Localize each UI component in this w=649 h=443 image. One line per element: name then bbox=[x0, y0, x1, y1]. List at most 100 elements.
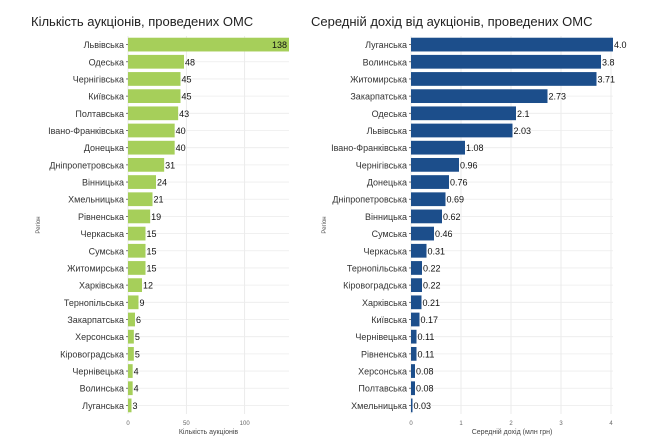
value-label-херсонська: 0.08 bbox=[416, 367, 434, 377]
y-tick-label-рівненська: Рівненська bbox=[361, 349, 407, 359]
value-label-луганська: 3 bbox=[133, 401, 138, 411]
y-tick-label-харківська: Харківська bbox=[362, 298, 407, 308]
bar-житомирська bbox=[128, 261, 146, 275]
value-label-тернопільська: 0.22 bbox=[423, 263, 441, 273]
y-tick-label-київська: Київська bbox=[371, 315, 407, 325]
bar-рівненська bbox=[411, 346, 417, 361]
y-axis-label: Регіон bbox=[322, 216, 328, 233]
value-label-сумська: 15 bbox=[147, 246, 157, 256]
bar-кіровоградська bbox=[411, 278, 422, 293]
bar-луганська bbox=[128, 398, 132, 413]
bar-вінницька bbox=[128, 175, 156, 189]
value-label-черкаська: 0.31 bbox=[428, 246, 446, 256]
value-label-чернівецька: 4 bbox=[134, 367, 139, 377]
y-tick-label-полтавська: Полтавська bbox=[358, 384, 407, 394]
value-label-полтавська: 43 bbox=[179, 109, 189, 119]
y-tick-label-донецька: Донецька bbox=[84, 143, 124, 153]
x-tick-label: 1 bbox=[459, 421, 463, 427]
value-label-львівська: 138 bbox=[272, 40, 287, 50]
value-label-харківська: 12 bbox=[143, 281, 153, 291]
bar-херсонська bbox=[128, 329, 134, 344]
bar-житомирська bbox=[411, 72, 597, 86]
x-tick-label: 100 bbox=[240, 421, 251, 427]
y-tick-label-житомирська: Житомирська bbox=[350, 74, 407, 84]
value-label-луганська: 4.0 bbox=[614, 40, 627, 50]
bar-кіровоградська bbox=[128, 346, 134, 361]
bar-львівська bbox=[411, 123, 513, 138]
y-tick-label-волинська: Волинська bbox=[80, 384, 124, 394]
bar-чернігівська bbox=[128, 72, 181, 86]
value-label-дніпропетровська: 0.69 bbox=[447, 195, 465, 205]
value-label-сумська: 0.46 bbox=[435, 229, 453, 239]
value-label-херсонська: 5 bbox=[135, 332, 140, 342]
value-label-полтавська: 0.08 bbox=[416, 384, 434, 394]
value-label-чернігівська: 0.96 bbox=[460, 160, 478, 170]
bar-вінницька bbox=[411, 209, 442, 224]
value-label-кіровоградська: 0.22 bbox=[423, 281, 441, 291]
bar-волинська bbox=[411, 54, 601, 69]
y-tick-label-тернопільська: Тернопільська bbox=[347, 263, 407, 273]
x-tick-label: 4 bbox=[609, 421, 613, 427]
left-chart-title: Кількість аукціонів, проведених ОМС bbox=[31, 14, 254, 29]
value-label-дніпропетровська: 31 bbox=[165, 160, 175, 170]
value-label-вінницька: 24 bbox=[157, 178, 167, 188]
bar-чернігівська bbox=[411, 157, 459, 172]
x-tick-label: 2 bbox=[509, 421, 513, 427]
value-label-харківська: 0.21 bbox=[423, 298, 441, 308]
bar-дніпропетровська bbox=[411, 192, 446, 207]
y-tick-label-херсонська: Херсонська bbox=[358, 367, 407, 377]
value-label-черкаська: 15 bbox=[147, 229, 157, 239]
value-label-одеська: 48 bbox=[185, 57, 195, 67]
value-label-івано-франківська: 1.08 bbox=[466, 143, 484, 153]
value-label-донецька: 40 bbox=[176, 143, 186, 153]
bar-харківська bbox=[128, 278, 142, 293]
bar-донецька bbox=[411, 175, 449, 189]
y-tick-label-херсонська: Херсонська bbox=[75, 332, 124, 342]
y-tick-label-чернігівська: Чернігівська bbox=[356, 160, 407, 170]
bar-чернівецька bbox=[411, 329, 417, 344]
value-label-хмельницька: 0.03 bbox=[414, 401, 432, 411]
y-tick-label-львівська: Львівська bbox=[367, 126, 407, 136]
y-tick-label-дніпропетровська: Дніпропетровська bbox=[49, 160, 124, 170]
value-label-закарпатська: 2.73 bbox=[549, 92, 567, 102]
y-tick-label-івано-франківська: Івано-Франківська bbox=[48, 126, 124, 136]
value-label-рівненська: 0.11 bbox=[418, 349, 435, 359]
bar-одеська bbox=[411, 106, 516, 121]
y-tick-label-житомирська: Житомирська bbox=[67, 263, 124, 273]
y-tick-label-сумська: Сумська bbox=[89, 246, 124, 256]
right-bar-chart: Луганська 4.0 Волинська 3.8 Житомирська 3.71 З… bbox=[322, 36, 627, 436]
y-tick-label-тернопільська: Тернопільська bbox=[64, 298, 124, 308]
y-tick-label-чернівецька: Чернівецька bbox=[72, 367, 124, 377]
bar-волинська bbox=[128, 381, 133, 396]
y-tick-label-закарпатська: Закарпатська bbox=[67, 315, 124, 325]
bar-херсонська bbox=[411, 364, 415, 378]
y-tick-label-одеська: Одеська bbox=[89, 57, 124, 67]
value-label-івано-франківська: 40 bbox=[176, 126, 186, 136]
value-label-львівська: 2.03 bbox=[514, 126, 532, 136]
bar-дніпропетровська bbox=[128, 157, 165, 172]
y-tick-label-одеська: Одеська bbox=[372, 109, 407, 119]
bar-харківська bbox=[411, 295, 422, 310]
x-tick-label: 3 bbox=[559, 421, 563, 427]
y-tick-label-луганська: Луганська bbox=[365, 40, 407, 50]
y-tick-label-дніпропетровська: Дніпропетровська bbox=[332, 195, 407, 205]
bar-тернопільська bbox=[411, 261, 422, 275]
bar-полтавська bbox=[411, 381, 415, 396]
right-chart-title: Середній дохід від аукціонів, проведених… bbox=[311, 14, 593, 29]
bar-івано-франківська bbox=[128, 123, 175, 138]
y-tick-label-хмельницька: Хмельницька bbox=[68, 195, 124, 205]
bar-сумська bbox=[411, 226, 434, 241]
bar-одеська bbox=[128, 54, 184, 69]
y-tick-label-закарпатська: Закарпатська bbox=[350, 92, 407, 102]
y-tick-label-черкаська: Черкаська bbox=[81, 229, 124, 239]
bar-рівненська bbox=[128, 209, 151, 224]
x-tick-label: 0 bbox=[409, 421, 413, 427]
value-label-волинська: 4 bbox=[134, 384, 139, 394]
y-tick-label-харківська: Харківська bbox=[79, 281, 124, 291]
y-tick-label-донецька: Донецька bbox=[367, 178, 407, 188]
y-tick-label-рівненська: Рівненська bbox=[78, 212, 124, 222]
value-label-волинська: 3.8 bbox=[602, 57, 615, 67]
x-tick-label: 50 bbox=[183, 421, 190, 427]
bar-івано-франківська bbox=[411, 140, 465, 155]
